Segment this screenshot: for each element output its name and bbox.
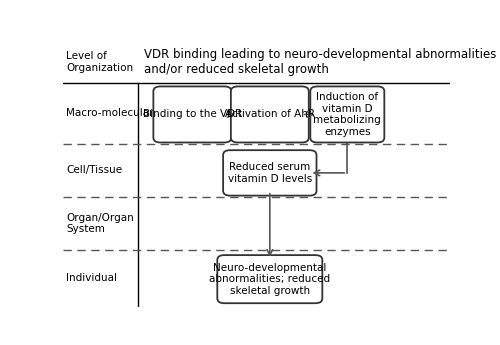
Text: Macro-molecular: Macro-molecular <box>66 108 154 118</box>
Text: Induction of
vitamin D
metabolizing
enzymes: Induction of vitamin D metabolizing enzy… <box>314 92 381 137</box>
FancyBboxPatch shape <box>231 87 309 142</box>
Text: Cell/Tissue: Cell/Tissue <box>66 165 122 175</box>
Text: Neuro-developmental
abnormalities; reduced
skeletal growth: Neuro-developmental abnormalities; reduc… <box>209 263 330 296</box>
Text: Binding to the VDR: Binding to the VDR <box>142 109 242 119</box>
Text: Individual: Individual <box>66 274 118 284</box>
Text: Activation of AhR: Activation of AhR <box>225 109 315 119</box>
FancyBboxPatch shape <box>223 150 316 196</box>
FancyBboxPatch shape <box>310 87 384 142</box>
Text: Organ/Organ
System: Organ/Organ System <box>66 213 134 234</box>
FancyBboxPatch shape <box>154 87 232 142</box>
Text: Level of
Organization: Level of Organization <box>66 51 134 73</box>
Text: VDR binding leading to neuro-developmental abnormalities
and/or reduced skeletal: VDR binding leading to neuro-development… <box>144 48 496 76</box>
Text: Reduced serum
vitamin D levels: Reduced serum vitamin D levels <box>228 162 312 184</box>
FancyBboxPatch shape <box>218 255 322 303</box>
